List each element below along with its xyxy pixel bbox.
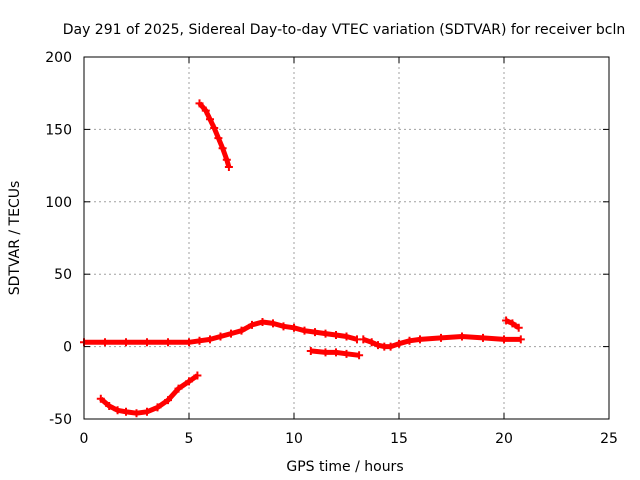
x-tick-label: 10 <box>285 431 303 447</box>
y-axis-label: SDTVAR / TECUs <box>7 181 23 296</box>
series-high-arc <box>195 99 233 172</box>
data-point <box>214 134 223 143</box>
data-point <box>143 407 151 416</box>
series-negative-arc <box>96 371 202 418</box>
plot-frame <box>83 56 610 420</box>
data-point <box>458 332 466 341</box>
y-tick-label: 150 <box>45 122 72 138</box>
series-line <box>84 319 358 345</box>
data-point <box>514 323 523 332</box>
series-dip <box>359 332 525 351</box>
data-point <box>222 155 231 164</box>
series-line <box>197 101 232 168</box>
series-low-segment <box>306 346 364 360</box>
data-point <box>105 401 114 410</box>
data-point <box>321 329 330 338</box>
data-point <box>195 336 204 345</box>
data-point <box>122 338 130 347</box>
data-point <box>218 144 227 153</box>
data-point <box>300 326 309 335</box>
y-tick-label: 100 <box>45 195 72 211</box>
data-point <box>227 329 235 338</box>
x-tick-label: 15 <box>390 431 408 447</box>
y-tick-label: 0 <box>63 340 72 356</box>
data-point <box>290 323 298 332</box>
data-point <box>101 338 109 347</box>
data-point <box>201 106 210 115</box>
data-point <box>516 335 525 344</box>
series-line <box>99 373 199 416</box>
data-point <box>508 319 517 328</box>
data-point <box>96 394 105 403</box>
data-point <box>258 317 267 326</box>
data-point <box>237 326 246 335</box>
data-point <box>355 351 364 360</box>
data-point <box>342 332 351 341</box>
data-point <box>224 163 233 172</box>
data-point <box>342 349 351 358</box>
data-point <box>195 99 204 108</box>
data-point <box>332 348 340 357</box>
data-point <box>374 341 382 350</box>
chart-title: Day 291 of 2025, Sidereal Day-to-day VTE… <box>63 22 626 38</box>
data-point <box>437 333 445 342</box>
data-point <box>367 338 376 347</box>
data-point <box>206 115 214 124</box>
data-point <box>395 339 403 348</box>
data-point <box>321 348 330 357</box>
data-point <box>269 319 277 328</box>
data-point <box>113 406 122 415</box>
data-point <box>185 338 193 347</box>
y-tick-label: -50 <box>49 412 72 428</box>
data-point <box>248 320 256 329</box>
x-tick-label: 25 <box>600 431 618 447</box>
data-point <box>405 336 414 345</box>
x-tick-label: 20 <box>495 431 513 447</box>
y-tick-label: 50 <box>54 267 72 283</box>
data-point <box>193 371 202 380</box>
data-point <box>143 338 151 347</box>
x-axis-label: GPS time / hours <box>286 459 403 475</box>
x-tick-label: 0 <box>80 431 89 447</box>
data-point <box>185 377 193 386</box>
data-point <box>153 403 162 412</box>
data-point <box>416 335 424 344</box>
data-point <box>386 342 395 351</box>
data-point <box>210 123 219 132</box>
data-point <box>164 338 172 347</box>
series-late-fragment <box>502 316 523 332</box>
data-point <box>174 384 183 393</box>
data-point <box>332 331 340 340</box>
data-point <box>306 346 315 355</box>
grid-layer <box>84 57 609 419</box>
data-point <box>359 335 368 344</box>
data-point <box>206 335 214 344</box>
data-point <box>279 322 288 331</box>
data-point <box>164 396 172 405</box>
series-baseline <box>80 317 361 347</box>
x-tick-label: 5 <box>185 431 194 447</box>
data-point <box>311 328 319 337</box>
data-point <box>132 409 141 418</box>
data-point <box>216 332 225 341</box>
data-point <box>479 333 487 342</box>
y-tick-label: 200 <box>45 50 72 66</box>
data-point <box>502 316 511 325</box>
tick-layer: 0 5 10 15 20 25 -50 0 50 100 150 200 <box>45 50 618 447</box>
data-point <box>500 335 508 344</box>
data-point <box>122 407 130 416</box>
series-layer <box>80 99 525 418</box>
